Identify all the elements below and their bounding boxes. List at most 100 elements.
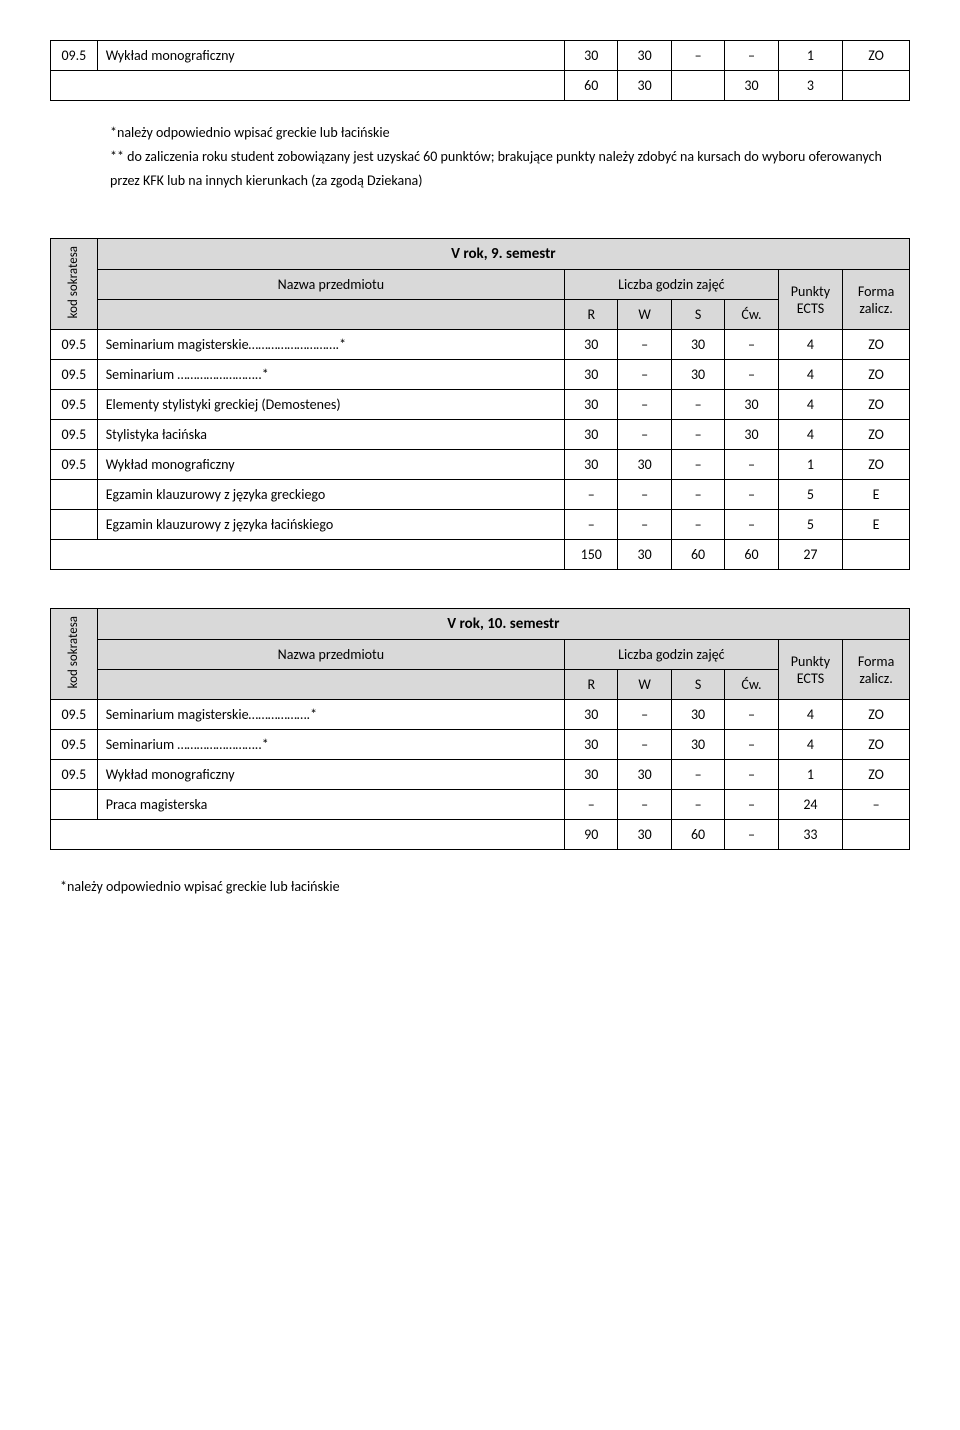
cell-name: Stylistyka łacińska — [97, 420, 564, 450]
table-row: 09.5Wykład monograficzny3030––1ZO — [51, 450, 910, 480]
header-w: W — [618, 670, 671, 700]
cell-cw: – — [725, 330, 778, 360]
top-fragment-table: 09.5 Wykład monograficzny 30 30 – – 1 ZO… — [50, 40, 910, 101]
cell-r: 30 — [565, 360, 618, 390]
cell-s: – — [671, 450, 724, 480]
cell-r: 150 — [565, 540, 618, 570]
header-row-1: kod sokratesa V rok, 10. semestr — [51, 609, 910, 640]
cell-form: ZO — [843, 730, 910, 760]
cell-code — [51, 510, 98, 540]
cell-cw: 30 — [725, 71, 778, 101]
table-row: 09.5Wykład monograficzny3030––1ZO — [51, 760, 910, 790]
cell-form: ZO — [843, 420, 910, 450]
cell-cw: – — [725, 480, 778, 510]
cell-r: 30 — [565, 700, 618, 730]
table-row: 09.5Stylistyka łacińska30––304ZO — [51, 420, 910, 450]
cell-s: – — [671, 41, 724, 71]
cell-s: – — [671, 790, 724, 820]
header-nazwa: Nazwa przedmiotu — [97, 640, 564, 670]
cell-ects: 4 — [778, 700, 843, 730]
header-liczba: Liczba godzin zajęć — [565, 640, 779, 670]
cell-ects: 27 — [778, 540, 843, 570]
cell-form: ZO — [843, 700, 910, 730]
cell-ects: 5 — [778, 510, 843, 540]
cell-s: 30 — [671, 360, 724, 390]
cell-s: – — [671, 480, 724, 510]
cell-ects: 5 — [778, 480, 843, 510]
cell-w: – — [618, 790, 671, 820]
cell-w: 30 — [618, 760, 671, 790]
cell-ects: 3 — [778, 71, 843, 101]
cell-cw: – — [725, 510, 778, 540]
cell-w: 30 — [618, 450, 671, 480]
cell-ects: 4 — [778, 390, 843, 420]
table-row: 09.5Seminarium magisterskie……………………….*30… — [51, 330, 910, 360]
cell-name: Seminarium magisterskie……………….* — [97, 700, 564, 730]
cell-form — [843, 540, 910, 570]
table-row: 09.5Elementy stylistyki greckiej (Demost… — [51, 390, 910, 420]
cell-ects: 1 — [778, 450, 843, 480]
cell-name: Seminarium ……………………..* — [97, 730, 564, 760]
header-cw: Ćw. — [725, 670, 778, 700]
cell-code — [51, 480, 98, 510]
header-kod: kod sokratesa — [51, 239, 98, 330]
cell-r: 30 — [565, 760, 618, 790]
cell-r: – — [565, 510, 618, 540]
table-row: 09.5Seminarium ……………………..*30–30–4ZO — [51, 360, 910, 390]
cell-cw: – — [725, 820, 778, 850]
header-s: S — [671, 670, 724, 700]
cell-form — [843, 71, 910, 101]
cell-s — [671, 71, 724, 101]
cell-form: ZO — [843, 390, 910, 420]
cell-name: Seminarium ……………………..* — [97, 360, 564, 390]
sem9-table: kod sokratesa V rok, 9. semestr Nazwa pr… — [50, 238, 910, 570]
cell-cw: – — [725, 730, 778, 760]
cell-r: – — [565, 790, 618, 820]
cell-empty — [51, 820, 565, 850]
cell-code: 09.5 — [51, 330, 98, 360]
cell-form — [843, 820, 910, 850]
cell-code: 09.5 — [51, 360, 98, 390]
cell-code: 09.5 — [51, 41, 98, 71]
sem10-table: kod sokratesa V rok, 10. semestr Nazwa p… — [50, 608, 910, 850]
cell-cw: – — [725, 700, 778, 730]
cell-form: ZO — [843, 41, 910, 71]
header-row-1: kod sokratesa V rok, 9. semestr — [51, 239, 910, 270]
sum-row: 60 30 30 3 — [51, 71, 910, 101]
cell-cw: – — [725, 790, 778, 820]
cell-r: 30 — [565, 330, 618, 360]
sem9-title: V rok, 9. semestr — [97, 239, 909, 270]
note-line-2: ** do zaliczenia roku student zobowiązan… — [110, 145, 900, 193]
cell-empty — [51, 540, 565, 570]
cell-cw: 30 — [725, 420, 778, 450]
cell-cw: – — [725, 360, 778, 390]
cell-s: – — [671, 510, 724, 540]
header-s: S — [671, 300, 724, 330]
header-w: W — [618, 300, 671, 330]
cell-r: 30 — [565, 730, 618, 760]
cell-s: – — [671, 390, 724, 420]
cell-code: 09.5 — [51, 420, 98, 450]
table-row: Egzamin klauzurowy z języka łacińskiego–… — [51, 510, 910, 540]
cell-ects: 4 — [778, 360, 843, 390]
cell-r: 30 — [565, 41, 618, 71]
table-row: Egzamin klauzurowy z języka greckiego–––… — [51, 480, 910, 510]
cell-cw: – — [725, 450, 778, 480]
cell-ects: 1 — [778, 41, 843, 71]
header-kod: kod sokratesa — [51, 609, 98, 700]
header-cw: Ćw. — [725, 300, 778, 330]
cell-w: 30 — [618, 71, 671, 101]
cell-ects: 1 — [778, 760, 843, 790]
cell-form: ZO — [843, 330, 910, 360]
cell-form: E — [843, 510, 910, 540]
cell-form: ZO — [843, 760, 910, 790]
cell-code: 09.5 — [51, 760, 98, 790]
cell-w: – — [618, 390, 671, 420]
header-forma: Forma zalicz. — [843, 640, 910, 700]
header-liczba: Liczba godzin zajęć — [565, 270, 779, 300]
cell-cw: 60 — [725, 540, 778, 570]
cell-ects: 4 — [778, 730, 843, 760]
header-punkty: Punkty ECTS — [778, 640, 843, 700]
cell-s: 30 — [671, 700, 724, 730]
cell-r: 30 — [565, 390, 618, 420]
